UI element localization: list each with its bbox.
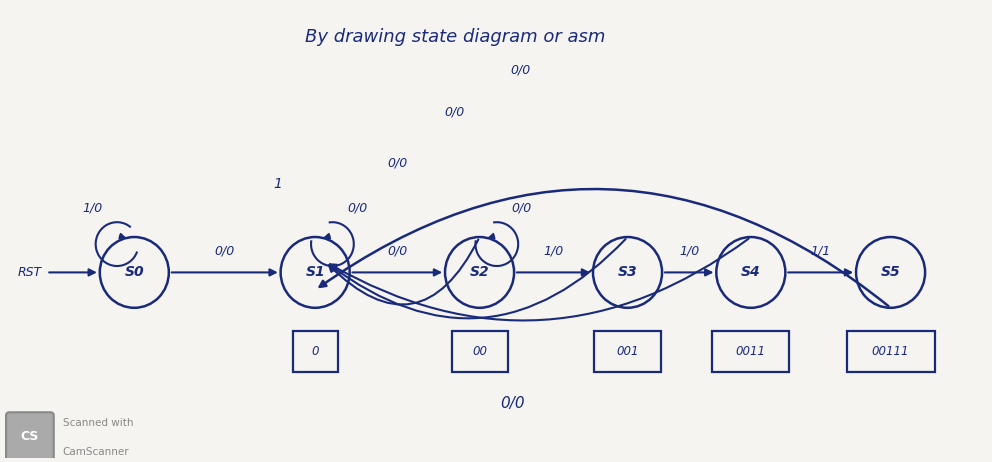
Text: 00111: 00111 <box>872 345 910 358</box>
FancyArrowPatch shape <box>330 239 749 321</box>
Text: 0/0: 0/0 <box>387 244 408 257</box>
Text: 1/0: 1/0 <box>544 244 563 257</box>
Text: S5: S5 <box>881 265 901 280</box>
Text: 0/0: 0/0 <box>511 201 532 215</box>
FancyArrowPatch shape <box>329 239 626 318</box>
Text: By drawing state diagram or asm: By drawing state diagram or asm <box>305 28 605 46</box>
Text: 1/1: 1/1 <box>810 244 831 257</box>
Text: 001: 001 <box>616 345 639 358</box>
Text: 0/0: 0/0 <box>347 201 367 215</box>
FancyBboxPatch shape <box>6 412 54 461</box>
Text: 0: 0 <box>311 345 318 358</box>
Text: 0/0: 0/0 <box>444 106 465 119</box>
Text: S0: S0 <box>124 265 144 280</box>
Text: 0011: 0011 <box>736 345 766 358</box>
Text: 1/0: 1/0 <box>82 201 102 215</box>
Text: 0/0: 0/0 <box>511 64 531 77</box>
Text: 1: 1 <box>274 176 283 191</box>
Text: S3: S3 <box>618 265 637 280</box>
Text: Scanned with: Scanned with <box>62 418 133 428</box>
FancyArrowPatch shape <box>329 239 478 304</box>
Text: CamScanner: CamScanner <box>62 447 129 457</box>
Text: 0/0: 0/0 <box>500 395 525 411</box>
FancyArrowPatch shape <box>319 189 889 306</box>
Text: 1/0: 1/0 <box>680 244 699 257</box>
Text: S4: S4 <box>741 265 761 280</box>
Text: S1: S1 <box>306 265 325 280</box>
Text: CS: CS <box>21 430 39 443</box>
Text: 0/0: 0/0 <box>387 156 408 170</box>
Text: 00: 00 <box>472 345 487 358</box>
Text: RST: RST <box>18 266 43 279</box>
Text: S2: S2 <box>470 265 489 280</box>
Text: 0/0: 0/0 <box>214 244 235 257</box>
